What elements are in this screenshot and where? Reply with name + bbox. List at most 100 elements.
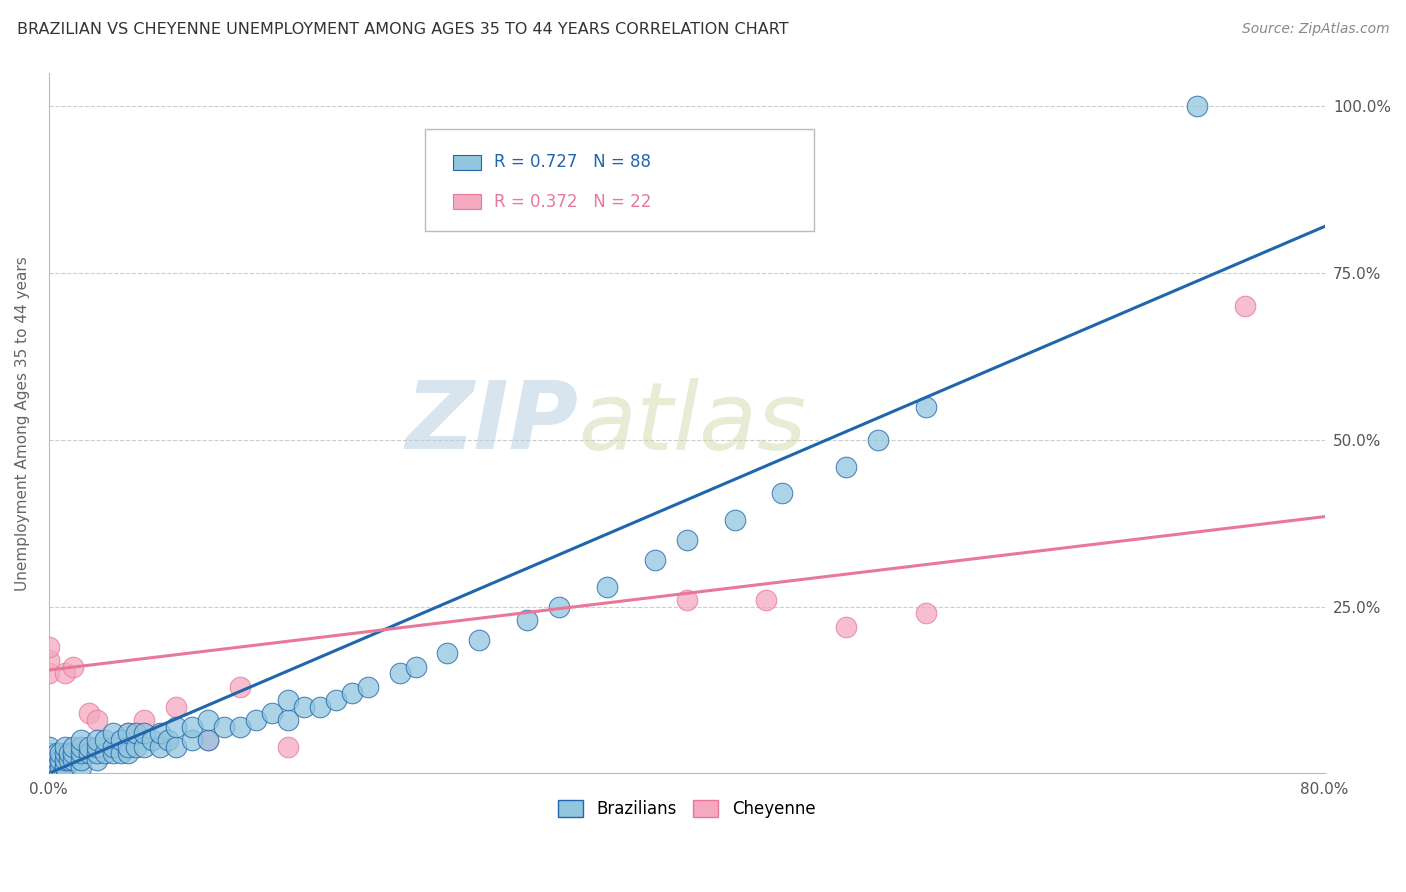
Point [644, 553, 666, 567]
Point [77, 706, 100, 721]
FancyBboxPatch shape [453, 154, 481, 170]
Point [165, 720, 187, 734]
Point [86, 733, 108, 747]
Point [915, 400, 938, 414]
Point [197, 733, 219, 747]
Point [53, 753, 76, 767]
Point [49, 760, 72, 774]
FancyBboxPatch shape [425, 129, 814, 230]
Point [117, 747, 139, 761]
Point [516, 613, 538, 627]
Point [101, 739, 124, 754]
Text: R = 0.372   N = 22: R = 0.372 N = 22 [494, 193, 651, 211]
Point [101, 739, 124, 754]
Point [868, 433, 890, 447]
Point [915, 607, 938, 621]
Point [157, 733, 180, 747]
Point [596, 580, 619, 594]
Point [93, 747, 115, 761]
Point [53, 739, 76, 754]
Point [69, 747, 91, 761]
Point [292, 699, 315, 714]
Point [149, 726, 172, 740]
Point [141, 733, 163, 747]
Point [309, 699, 332, 714]
Point [723, 513, 745, 527]
Point [77, 747, 100, 761]
Point [277, 693, 299, 707]
Point [69, 739, 91, 754]
Point [212, 720, 235, 734]
Point [277, 713, 299, 727]
Text: BRAZILIAN VS CHEYENNE UNEMPLOYMENT AMONG AGES 35 TO 44 YEARS CORRELATION CHART: BRAZILIAN VS CHEYENNE UNEMPLOYMENT AMONG… [17, 22, 789, 37]
Point [181, 733, 204, 747]
Point [835, 459, 858, 474]
Point [110, 747, 132, 761]
Point [675, 533, 697, 547]
Point [340, 686, 363, 700]
Point [117, 739, 139, 754]
Point [53, 747, 76, 761]
Point [53, 760, 76, 774]
Point [125, 726, 148, 740]
Point [229, 720, 252, 734]
Point [1185, 99, 1208, 113]
Point [86, 747, 108, 761]
Point [755, 593, 778, 607]
Point [38, 653, 60, 667]
Point [45, 760, 67, 774]
Point [388, 666, 411, 681]
Point [134, 739, 156, 754]
Point [110, 733, 132, 747]
Point [468, 633, 491, 648]
Text: atlas: atlas [578, 377, 807, 468]
Point [62, 753, 84, 767]
Point [229, 680, 252, 694]
Point [45, 760, 67, 774]
Point [53, 747, 76, 761]
Point [38, 760, 60, 774]
Point [86, 739, 108, 754]
Point [58, 753, 80, 767]
Point [86, 753, 108, 767]
Point [436, 646, 458, 660]
Point [134, 713, 156, 727]
Point [277, 739, 299, 754]
Point [325, 693, 347, 707]
Point [69, 733, 91, 747]
Point [38, 739, 60, 754]
Point [69, 747, 91, 761]
Point [62, 739, 84, 754]
Point [245, 713, 267, 727]
Point [770, 486, 793, 500]
Point [38, 760, 60, 774]
Text: ZIP: ZIP [405, 377, 578, 469]
Point [548, 599, 571, 614]
Text: Source: ZipAtlas.com: Source: ZipAtlas.com [1241, 22, 1389, 37]
Point [675, 593, 697, 607]
Point [93, 733, 115, 747]
Point [45, 753, 67, 767]
Point [149, 739, 172, 754]
Point [86, 713, 108, 727]
Point [117, 726, 139, 740]
Point [38, 766, 60, 780]
Text: R = 0.727   N = 88: R = 0.727 N = 88 [494, 153, 651, 171]
Point [38, 666, 60, 681]
Point [125, 739, 148, 754]
Legend: Brazilians, Cheyenne: Brazilians, Cheyenne [551, 793, 823, 824]
Point [197, 733, 219, 747]
Point [117, 726, 139, 740]
Point [45, 747, 67, 761]
Point [1233, 300, 1256, 314]
FancyBboxPatch shape [453, 194, 481, 210]
Y-axis label: Unemployment Among Ages 35 to 44 years: Unemployment Among Ages 35 to 44 years [15, 256, 30, 591]
Point [38, 766, 60, 780]
Point [260, 706, 283, 721]
Point [38, 766, 60, 780]
Point [101, 726, 124, 740]
Point [62, 659, 84, 673]
Point [165, 739, 187, 754]
Point [357, 680, 380, 694]
Point [49, 753, 72, 767]
